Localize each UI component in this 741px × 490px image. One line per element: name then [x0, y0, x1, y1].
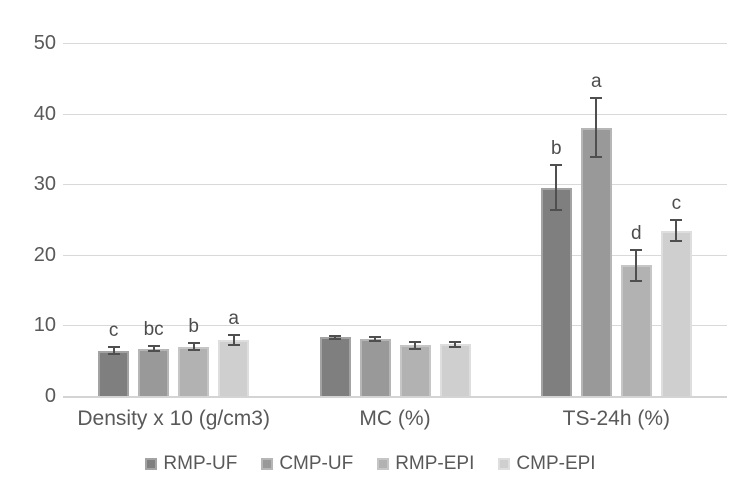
error-bar-cap-top	[409, 340, 421, 343]
significance-letter: d	[631, 222, 642, 244]
legend-swatch-RMP-EPI	[377, 458, 390, 470]
y-axis-tick-label: 50	[33, 32, 56, 54]
significance-letter: a	[591, 71, 602, 93]
legend: RMP-UF CMP-UF RMP-EPI CMP-EPI	[0, 453, 741, 475]
legend-label: RMP-UF	[163, 453, 238, 474]
error-bar	[232, 335, 235, 346]
legend-item-RMP-EPI: RMP-EPI	[377, 453, 474, 475]
error-bar	[112, 347, 115, 355]
category-label: MC (%)	[359, 407, 431, 430]
error-bar-cap-top	[590, 97, 603, 100]
error-bar-cap-bottom	[590, 156, 603, 159]
legend-item-CMP-UF: CMP-UF	[261, 453, 353, 475]
bar-CMP-EPI	[439, 344, 471, 396]
error-bar-cap-bottom	[227, 344, 240, 347]
error-bar-cap-bottom	[187, 348, 200, 351]
legend-swatch-RMP-UF	[145, 458, 158, 470]
x-axis-line	[63, 396, 727, 398]
error-bar-cap-bottom	[449, 345, 461, 348]
bar-CMP-EPI	[660, 230, 692, 396]
bar-CMP-UF	[138, 348, 170, 396]
bar-RMP-EPI	[178, 346, 210, 396]
error-bar	[374, 336, 376, 341]
error-bar-cap-bottom	[550, 209, 563, 212]
error-bar-cap-top	[670, 219, 683, 222]
error-bar-cap-bottom	[329, 338, 341, 341]
error-bar-cap-top	[630, 248, 643, 251]
category-label: TS-24h (%)	[562, 407, 670, 430]
y-axis-tick-label: 20	[33, 243, 56, 266]
bar-RMP-UF	[540, 187, 572, 396]
error-bar-cap-top	[369, 335, 381, 338]
y-axis-tick-label: 10	[33, 314, 56, 337]
gridline	[63, 325, 727, 327]
error-bar-cap-bottom	[147, 350, 160, 353]
error-bar-cap-bottom	[630, 279, 643, 282]
significance-letter: b	[551, 138, 562, 160]
error-bar-cap-top	[187, 342, 200, 345]
error-bar-cap-bottom	[409, 347, 421, 350]
legend-label: CMP-EPI	[516, 453, 596, 474]
error-bar-cap-bottom	[107, 353, 120, 356]
error-bar	[675, 220, 678, 242]
category-label: Density x 10 (g/cm3)	[77, 407, 270, 430]
error-bar-cap-top	[107, 346, 120, 349]
gridline	[63, 184, 727, 186]
error-bar	[555, 165, 558, 211]
legend-label: RMP-EPI	[395, 453, 475, 474]
legend-item-RMP-UF: RMP-UF	[145, 453, 237, 475]
error-bar-cap-bottom	[369, 339, 381, 342]
error-bar	[635, 249, 638, 281]
error-bar-cap-top	[147, 345, 160, 348]
error-bar	[595, 98, 598, 158]
error-bar-cap-top	[449, 341, 461, 344]
error-bar-cap-top	[550, 164, 563, 167]
error-bar	[334, 335, 336, 340]
error-bar	[152, 346, 155, 352]
significance-letter: a	[228, 308, 239, 330]
legend-item-CMP-EPI: CMP-EPI	[498, 453, 596, 475]
error-bar	[192, 343, 195, 350]
bar-RMP-UF	[319, 337, 351, 396]
y-axis-tick-label: 40	[33, 102, 56, 125]
significance-letter: c	[671, 193, 682, 215]
bar-CMP-EPI	[218, 340, 250, 396]
bar-CMP-UF	[580, 127, 612, 396]
y-axis-tick-label: 30	[33, 173, 56, 196]
y-axis-tick-label: 0	[44, 385, 56, 407]
gridline	[63, 113, 727, 115]
legend-swatch-CMP-UF	[261, 458, 274, 470]
significance-letter: bc	[143, 319, 164, 341]
error-bar	[414, 341, 416, 349]
gridline	[63, 254, 727, 256]
bar-RMP-UF	[98, 350, 130, 396]
legend-label: CMP-UF	[279, 453, 354, 474]
error-bar-cap-bottom	[670, 240, 683, 243]
gridline	[63, 43, 727, 44]
significance-letter: c	[108, 320, 119, 342]
bar-RMP-EPI	[620, 265, 652, 396]
bar-CMP-UF	[359, 338, 391, 396]
significance-letter: b	[188, 316, 199, 338]
error-bar-cap-top	[329, 334, 341, 337]
bar-RMP-EPI	[399, 345, 431, 396]
legend-swatch-CMP-EPI	[498, 458, 511, 470]
error-bar	[454, 342, 456, 347]
error-bar-cap-top	[227, 334, 240, 337]
